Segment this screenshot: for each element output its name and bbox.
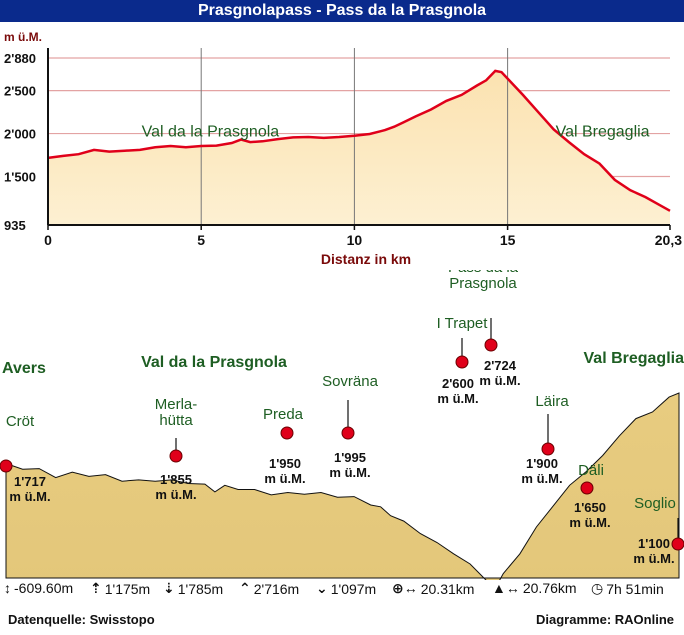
waypoint-marker	[280, 426, 294, 440]
region-label: Val da la Prasgnola	[141, 354, 287, 371]
diagram-credit: Diagramme: RAOnline	[536, 612, 674, 627]
waypoint-profile: Avers Val da la Prasgnola Val Bregaglia Cr…	[0, 270, 684, 580]
x-tick-label: 10	[347, 232, 363, 248]
waypoint-elevation: 2'600	[442, 376, 474, 391]
stat-item: ⌄ 1'097m	[316, 580, 376, 597]
clock-icon: ◷	[591, 580, 604, 596]
route-statistics: ↕ -609.60m ⇡ 1'175m ⇣ 1'785m ⌃ 2'716m ⌄ 1'097m ⊕↔ 2…	[0, 580, 684, 602]
waypoint-marker	[0, 459, 13, 473]
waypoint-unit: m ü.M.	[155, 487, 196, 502]
waypoint-unit: m ü.M.	[264, 471, 305, 486]
waypoint-marker	[580, 481, 594, 495]
y-tick-label: 1'500	[4, 169, 36, 184]
waypoint-elevation: 1'717	[14, 474, 46, 489]
waypoint-unit: m ü.M.	[633, 551, 674, 566]
stat-item: ⊕↔ 20.31km	[392, 580, 474, 597]
elevation-area	[48, 70, 670, 226]
waypoint-unit: m ü.M.	[569, 515, 610, 530]
lowest-point-icon: ⌄	[316, 580, 328, 596]
waypoint-marker	[455, 355, 469, 369]
waypoint-elevation: 2'724	[484, 358, 517, 373]
stat-value: -609.60m	[14, 580, 74, 596]
waypoint-name: Cröt	[6, 413, 35, 430]
valley-label: Val Bregaglia	[556, 124, 650, 141]
stat-item: ↕ -609.60m	[4, 580, 73, 596]
waypoint-unit: m ü.M.	[479, 373, 520, 388]
stat-item: ⇡ 1'175m	[90, 580, 150, 597]
stat-value: 20.76km	[522, 580, 577, 596]
waypoint-elevation: 1'900	[526, 456, 558, 471]
x-tick-label: 5	[197, 232, 205, 248]
stat-value: 20.31km	[420, 580, 475, 597]
elevation-chart: 935 1'500 2'000 2'500 2'880 m ü.M. 0 5 10 15 20,3 D…	[4, 30, 682, 267]
elevation-difference-icon: ↕	[4, 580, 11, 596]
waypoint-name: Sovräna	[322, 373, 379, 390]
waypoint-name: Merla-hütta	[155, 396, 198, 429]
terrain-distance-icon: ▲↔	[492, 580, 520, 596]
waypoint-unit: m ü.M.	[329, 465, 370, 480]
waypoint-marker	[484, 338, 498, 352]
waypoint-name: I Trapet	[437, 315, 489, 332]
waypoint-marker	[671, 537, 684, 551]
y-tick-label: 935	[4, 218, 26, 233]
stat-value: 7h 51min	[606, 580, 664, 597]
stat-value: 1'097m	[330, 580, 377, 597]
x-tick-label: 20,3	[655, 232, 682, 248]
waypoint-elevation: 1'100	[638, 536, 670, 551]
y-tick-label: 2'500	[4, 84, 36, 99]
waypoint-marker	[169, 449, 183, 463]
valley-label: Val da la Prasgnola	[142, 124, 280, 141]
waypoint-marker	[541, 442, 555, 456]
elevation-line	[47, 69, 671, 212]
waypoint-name: Soglio	[634, 495, 676, 512]
stat-value: 2'716m	[253, 580, 300, 597]
waypoint-elevation: 1'995	[334, 450, 366, 465]
total-ascent-icon: ⇡	[90, 580, 102, 596]
waypoint-elevation: 1'855	[160, 472, 192, 487]
waypoint-name: Däli	[578, 462, 604, 479]
total-descent-icon: ⇣	[163, 580, 175, 596]
waypoint-elevation: 1'650	[574, 500, 606, 515]
waypoint-name: Läira	[535, 393, 569, 410]
waypoint-name: Preda	[263, 406, 304, 423]
stat-value: 1'785m	[177, 580, 224, 597]
y-tick-label: 2'000	[4, 127, 36, 142]
y-tick-label: 2'880	[4, 51, 36, 66]
terrain-area	[5, 392, 680, 580]
region-label: Val Bregaglia	[584, 350, 684, 367]
stat-item: ◷ 7h 51min	[591, 580, 664, 597]
waypoint-marker	[341, 426, 355, 440]
waypoint-unit: m ü.M.	[437, 391, 478, 406]
stat-value: 1'175m	[104, 580, 151, 597]
stat-item: ▲↔ 20.76km	[492, 580, 577, 596]
y-unit-label: m ü.M.	[4, 30, 42, 44]
x-axis-label: Distanz in km	[321, 251, 411, 267]
waypoint-elevation: 1'950	[269, 456, 301, 471]
x-tick-label: 15	[500, 232, 516, 248]
data-source: Datenquelle: Swisstopo	[8, 612, 155, 627]
globe-distance-icon: ⊕↔	[392, 580, 418, 596]
region-label: Avers	[2, 360, 46, 377]
chart-title: Prasgnolapass - Pass da la Prasgnola	[0, 0, 684, 22]
x-tick-label: 0	[44, 232, 52, 248]
stat-item: ⇣ 1'785m	[163, 580, 223, 597]
waypoint-unit: m ü.M.	[9, 489, 50, 504]
stat-item: ⌃ 2'716m	[239, 580, 299, 597]
waypoint-unit: m ü.M.	[521, 471, 562, 486]
highest-point-icon: ⌃	[239, 580, 251, 596]
